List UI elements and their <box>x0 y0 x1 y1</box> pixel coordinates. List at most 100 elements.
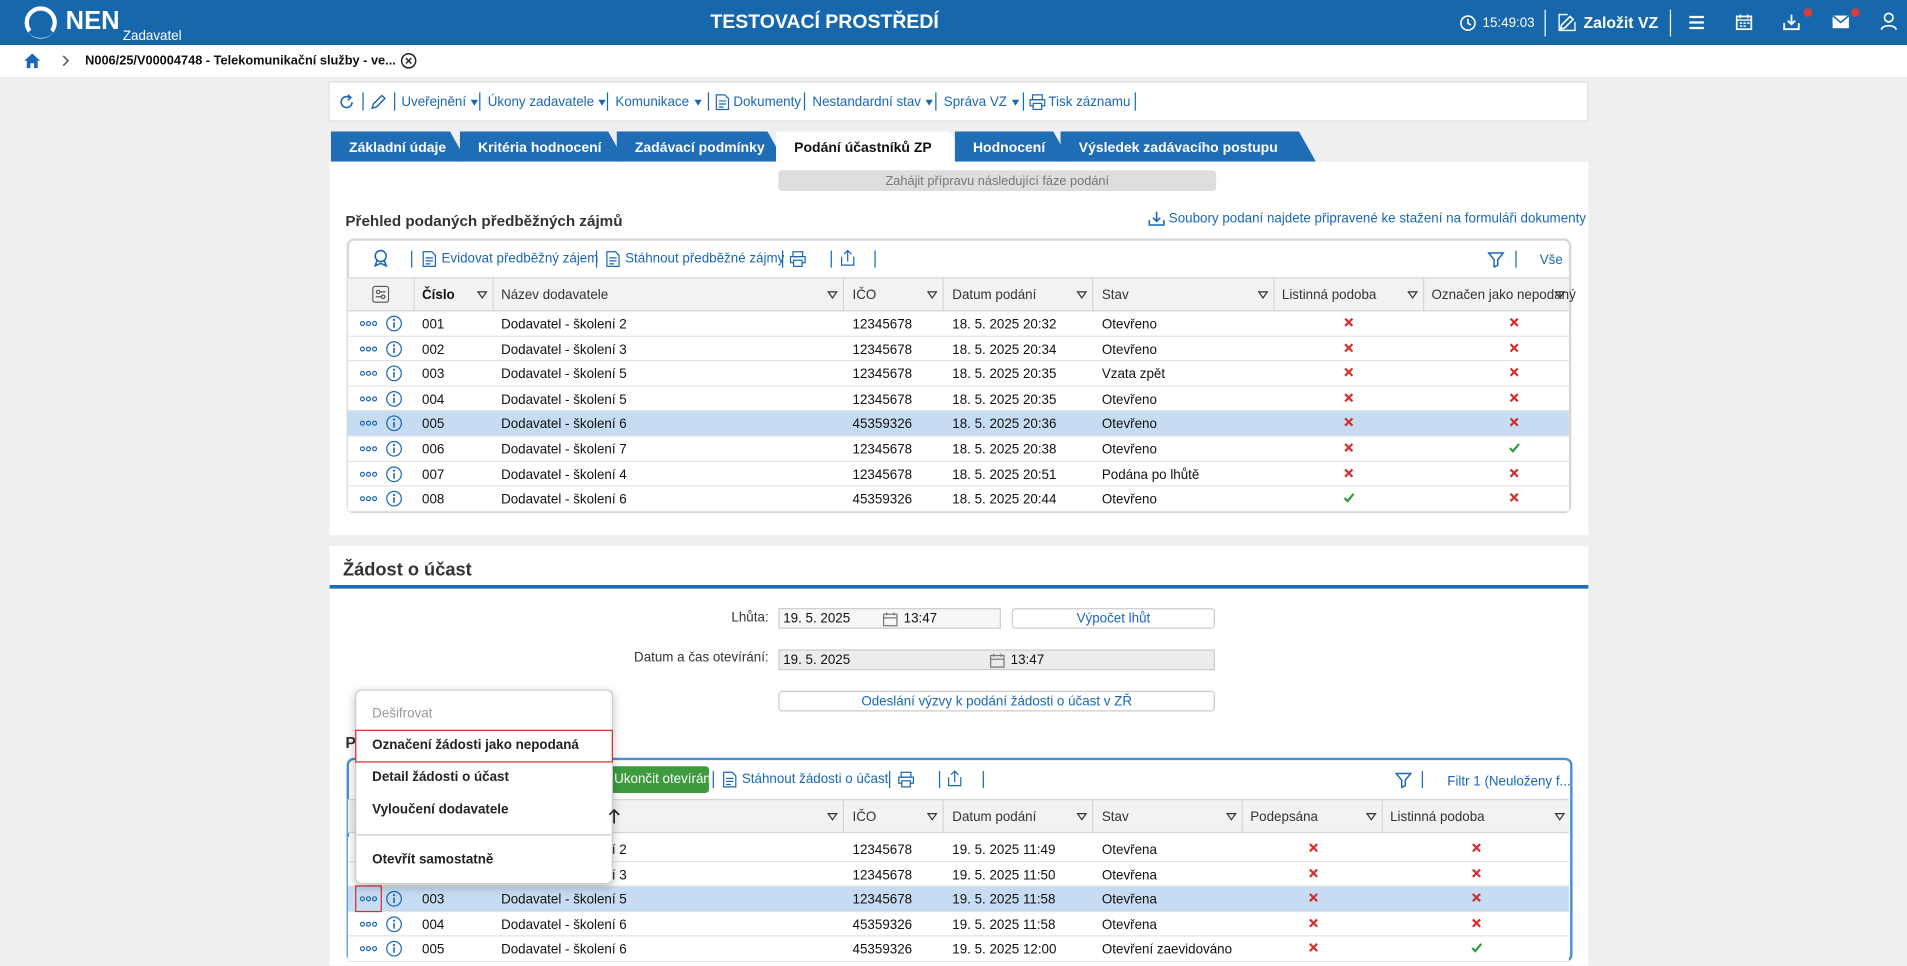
print-icon[interactable] <box>898 771 915 788</box>
download-doc-icon[interactable] <box>726 778 733 784</box>
download-doc-icon[interactable] <box>604 251 621 268</box>
sort-icon[interactable] <box>1554 291 1565 300</box>
filter-icon[interactable] <box>1487 251 1504 268</box>
pencil-icon[interactable] <box>1559 15 1575 31</box>
row-menu[interactable] <box>373 922 377 926</box>
column-header[interactable]: Podepsána <box>1250 808 1318 827</box>
row-info[interactable] <box>386 916 403 933</box>
sort-icon[interactable] <box>827 291 838 300</box>
toolbar-item[interactable]: Správa VZ <box>944 92 1007 111</box>
tab-label[interactable]: Výsledek zadávacího postupu <box>1079 139 1278 158</box>
user-icon[interactable] <box>1885 13 1894 22</box>
tab-label[interactable]: Hodnocení <box>973 139 1045 158</box>
row-info[interactable] <box>386 490 403 507</box>
download-icon[interactable] <box>1148 210 1165 227</box>
row-menu[interactable] <box>359 317 378 329</box>
column-settings[interactable] <box>373 286 389 302</box>
tab-label[interactable]: Kritéria hodnocení <box>478 139 602 158</box>
row-menu[interactable] <box>359 418 378 430</box>
row-info[interactable] <box>386 440 403 457</box>
print-icon[interactable] <box>902 781 911 787</box>
column-header[interactable]: Číslo <box>422 286 455 305</box>
column-settings[interactable] <box>381 295 384 298</box>
sort-icon[interactable] <box>1078 292 1087 298</box>
row-menu[interactable] <box>360 347 364 351</box>
doc-icon[interactable] <box>714 94 731 111</box>
tab-label[interactable]: Zadávací podmínky <box>635 139 765 158</box>
sort-icon[interactable] <box>1367 814 1376 820</box>
column-header[interactable]: Datum podání <box>952 808 1036 827</box>
print-icon[interactable] <box>1029 94 1046 111</box>
row-menu[interactable] <box>373 472 377 476</box>
row-menu[interactable] <box>359 342 378 354</box>
menu-item[interactable]: Označení žádosti jako nepodaná <box>372 736 579 755</box>
edit-doc-icon[interactable] <box>421 251 438 268</box>
row-menu[interactable] <box>360 947 364 951</box>
row-info[interactable] <box>386 465 403 482</box>
award-icon[interactable] <box>375 251 386 262</box>
phase-button-label[interactable]: Zahájit přípravu následující fáze podání <box>778 171 1216 190</box>
sort-icon[interactable] <box>478 292 487 298</box>
download-icon[interactable] <box>1153 212 1160 222</box>
edit-doc-icon[interactable] <box>426 258 433 264</box>
filter-icon[interactable] <box>1395 771 1412 788</box>
row-menu[interactable] <box>359 943 378 955</box>
toolbar-item[interactable]: Uveřejnění <box>401 92 466 111</box>
export-icon[interactable] <box>839 249 856 266</box>
filter-icon[interactable] <box>1489 253 1504 267</box>
sort-icon[interactable] <box>1556 814 1565 820</box>
row-info[interactable] <box>386 340 403 357</box>
table-action[interactable]: Stáhnout předběžné zájmy <box>625 249 784 268</box>
column-header[interactable]: Stav <box>1102 286 1129 305</box>
refresh-icon[interactable] <box>338 94 355 111</box>
column-header[interactable]: Datum podání <box>952 286 1036 305</box>
row-menu[interactable] <box>360 472 364 476</box>
column-settings[interactable] <box>377 290 380 293</box>
row-menu[interactable] <box>373 422 377 426</box>
button-label[interactable]: Výpočet lhůt <box>1012 609 1215 628</box>
row-menu[interactable] <box>360 497 364 501</box>
row-info[interactable] <box>393 894 395 896</box>
row-menu[interactable] <box>367 347 371 351</box>
table-action[interactable]: Ukončit otevírání <box>614 770 714 789</box>
print-icon[interactable] <box>789 251 806 268</box>
sort-icon[interactable] <box>1554 812 1565 821</box>
award-icon[interactable] <box>372 249 389 267</box>
column-header[interactable]: Stav <box>1102 808 1129 827</box>
row-menu[interactable] <box>359 443 378 455</box>
sort-icon[interactable] <box>928 814 937 820</box>
toolbar-item[interactable]: Nestandardní stav <box>812 92 921 111</box>
mail-icon[interactable] <box>1832 15 1850 30</box>
row-info[interactable] <box>393 344 395 346</box>
row-info[interactable] <box>393 444 395 446</box>
export-icon[interactable] <box>844 251 851 262</box>
row-menu[interactable] <box>373 322 377 326</box>
pencil-icon[interactable] <box>1560 16 1573 29</box>
row-menu[interactable] <box>360 922 364 926</box>
row-menu[interactable] <box>373 397 377 401</box>
column-header[interactable]: Listinná podoba <box>1282 286 1376 305</box>
row-menu[interactable] <box>359 393 378 405</box>
column-header[interactable]: IČO <box>853 286 877 305</box>
table-action[interactable]: Evidovat předběžný zájem <box>441 249 598 268</box>
print-icon[interactable] <box>794 260 803 266</box>
sort-icon[interactable] <box>1259 292 1268 298</box>
download-doc-icon[interactable] <box>721 771 738 788</box>
sort-icon[interactable] <box>477 291 488 300</box>
menu-item[interactable]: Vyloučení dodavatele <box>372 800 508 819</box>
print-icon[interactable] <box>1033 103 1042 109</box>
create-button[interactable]: Založit VZ <box>1583 13 1658 32</box>
row-info[interactable] <box>386 415 403 432</box>
row-menu[interactable] <box>367 372 371 376</box>
sort-icon[interactable] <box>927 291 938 300</box>
user-icon[interactable] <box>1880 12 1897 30</box>
button-label[interactable]: Odeslání výzvy k podání žádosti o účast … <box>778 692 1215 711</box>
filter-icon[interactable] <box>1396 774 1411 788</box>
breadcrumb-item[interactable]: N006/25/V00004748 - Telekomunikační služ… <box>85 51 396 70</box>
row-menu[interactable] <box>360 422 364 426</box>
tab-label[interactable]: Podání účastníků ZP <box>794 139 932 158</box>
sort-icon[interactable] <box>1258 291 1269 300</box>
download-icon[interactable] <box>1788 15 1795 25</box>
row-menu[interactable] <box>360 322 364 326</box>
row-info[interactable] <box>393 369 395 371</box>
